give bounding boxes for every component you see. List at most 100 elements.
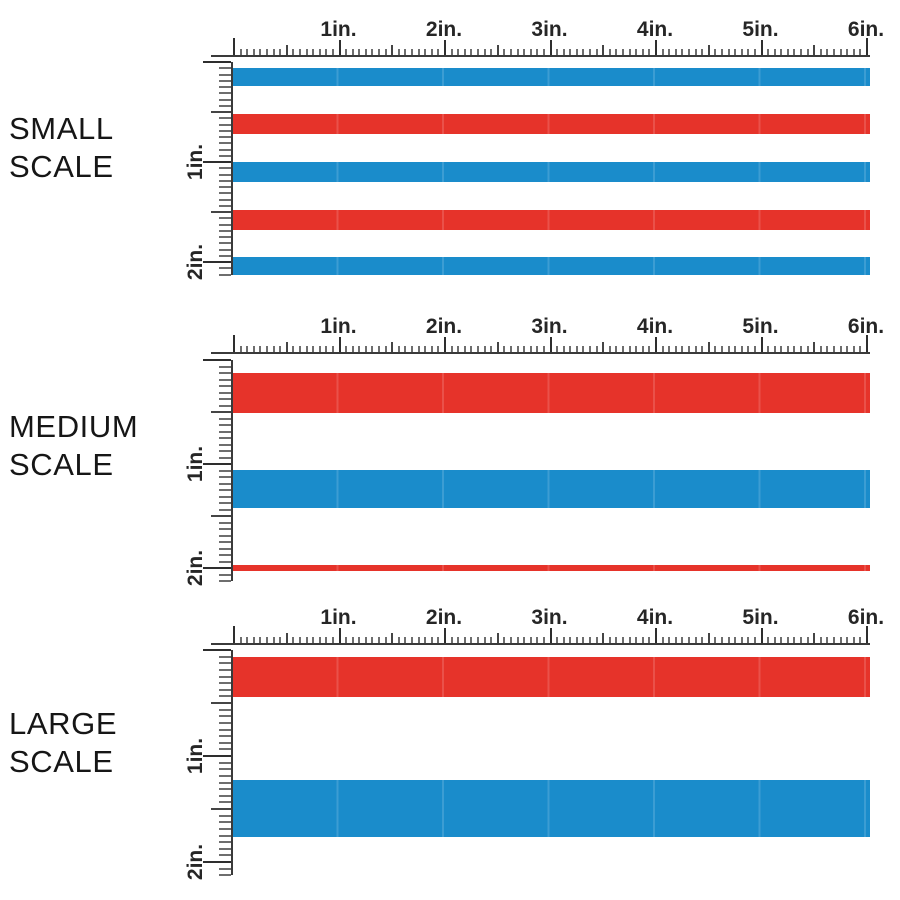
ruler-tick — [437, 49, 440, 55]
ruler-tick — [450, 637, 453, 643]
ruler-tick — [211, 111, 231, 113]
fabric-stripe-swatch — [233, 62, 870, 282]
ruler-tick — [536, 346, 539, 352]
ruler-tick — [523, 637, 526, 643]
ruler-tick — [786, 49, 789, 55]
ruler-tick — [331, 637, 334, 643]
ruler-tick — [648, 346, 651, 352]
ruler-tick — [457, 49, 460, 55]
ruler-tick — [203, 649, 231, 651]
ruler-tick — [615, 637, 618, 643]
section-title: MEDIUM SCALE — [9, 408, 138, 484]
ruler-tick — [219, 79, 231, 82]
ruler-tick — [371, 346, 374, 352]
ruler-tick — [424, 346, 427, 352]
ruler-baseline — [211, 55, 870, 57]
inch-label: 5in. — [742, 315, 779, 338]
ruler-tick — [325, 346, 328, 352]
ruler-tick — [668, 346, 671, 352]
ruler-tick — [305, 637, 308, 643]
ruler-tick — [476, 637, 479, 643]
horizontal-ruler-labels: 1in. 2in. 3in. 4in. 5in. 6in. — [0, 606, 900, 632]
ruler-tick — [674, 637, 677, 643]
inch-label: 2in. — [425, 606, 463, 629]
ruler-tick — [707, 45, 710, 55]
ruler-tick — [397, 637, 400, 643]
ruler-tick — [582, 49, 585, 55]
ruler-tick — [529, 346, 532, 352]
inch-label-vertical: 1in. — [184, 445, 207, 483]
ruler-tick — [463, 637, 466, 643]
ruler-tick — [219, 867, 231, 870]
ruler-tick — [219, 580, 231, 582]
ruler-tick — [203, 567, 231, 569]
inch-label: 1in. — [320, 606, 357, 629]
ruler-tick — [595, 49, 598, 55]
ruler-tick — [252, 637, 255, 643]
ruler-tick — [219, 254, 231, 257]
inch-label: 3in. — [531, 18, 568, 41]
ruler-tick — [219, 123, 231, 126]
ruler-tick — [707, 633, 710, 643]
ruler-tick — [219, 223, 231, 226]
ruler-tick — [523, 49, 526, 55]
ruler-tick — [760, 337, 763, 352]
ruler-tick — [219, 781, 231, 784]
ruler-tick — [219, 708, 231, 711]
ruler-tick — [219, 841, 231, 844]
ruler-tick — [608, 346, 611, 352]
horizontal-ruler-labels: 1in. 2in. 3in. 4in. 5in. 6in. — [0, 315, 900, 341]
stripe-blue — [233, 68, 870, 86]
ruler-tick — [219, 721, 231, 724]
ruler-tick — [325, 49, 328, 55]
ruler-tick — [351, 637, 354, 643]
ruler-tick — [219, 573, 231, 576]
ruler-tick — [786, 346, 789, 352]
ruler-tick — [866, 38, 868, 55]
inch-label: 3in. — [531, 606, 568, 629]
ruler-tick — [219, 450, 231, 452]
ruler-tick — [628, 346, 631, 352]
ruler-tick — [444, 628, 446, 643]
ruler-tick — [345, 49, 348, 55]
ruler-tick — [793, 637, 796, 643]
ruler-tick — [826, 346, 829, 352]
ruler-tick — [569, 49, 572, 55]
inch-label: 6in. — [847, 18, 885, 41]
ruler-tick — [384, 346, 387, 352]
ruler-tick — [246, 49, 249, 55]
ruler-tick — [384, 49, 387, 55]
ruler-tick — [219, 476, 231, 478]
ruler-tick — [325, 637, 328, 643]
ruler-tick — [219, 495, 231, 498]
ruler-tick — [562, 346, 565, 352]
ruler-tick — [378, 346, 381, 352]
ruler-tick — [595, 346, 598, 352]
ruler-tick — [615, 346, 618, 352]
ruler-tick — [285, 342, 288, 352]
ruler-tick — [760, 40, 763, 55]
ruler-tick — [219, 92, 231, 95]
ruler-tick — [800, 637, 803, 643]
ruler-tick — [358, 637, 361, 643]
ruler-tick — [384, 637, 387, 643]
ruler-tick — [839, 49, 842, 55]
ruler-tick — [536, 637, 539, 643]
ruler-tick — [806, 49, 809, 55]
ruler-tick — [615, 49, 618, 55]
ruler-tick — [793, 49, 796, 55]
ruler-tick — [734, 637, 737, 643]
inch-label: 3in. — [531, 315, 568, 338]
ruler-tick — [219, 173, 231, 176]
ruler-tick — [444, 40, 446, 55]
ruler-tick — [203, 161, 231, 163]
ruler-tick — [345, 637, 348, 643]
ruler-tick — [529, 49, 532, 55]
ruler-tick — [219, 192, 231, 195]
ruler-tick — [523, 346, 526, 352]
ruler-tick — [219, 248, 231, 251]
ruler-tick — [589, 346, 592, 352]
ruler-tick — [549, 337, 552, 352]
ruler-tick — [819, 637, 822, 643]
